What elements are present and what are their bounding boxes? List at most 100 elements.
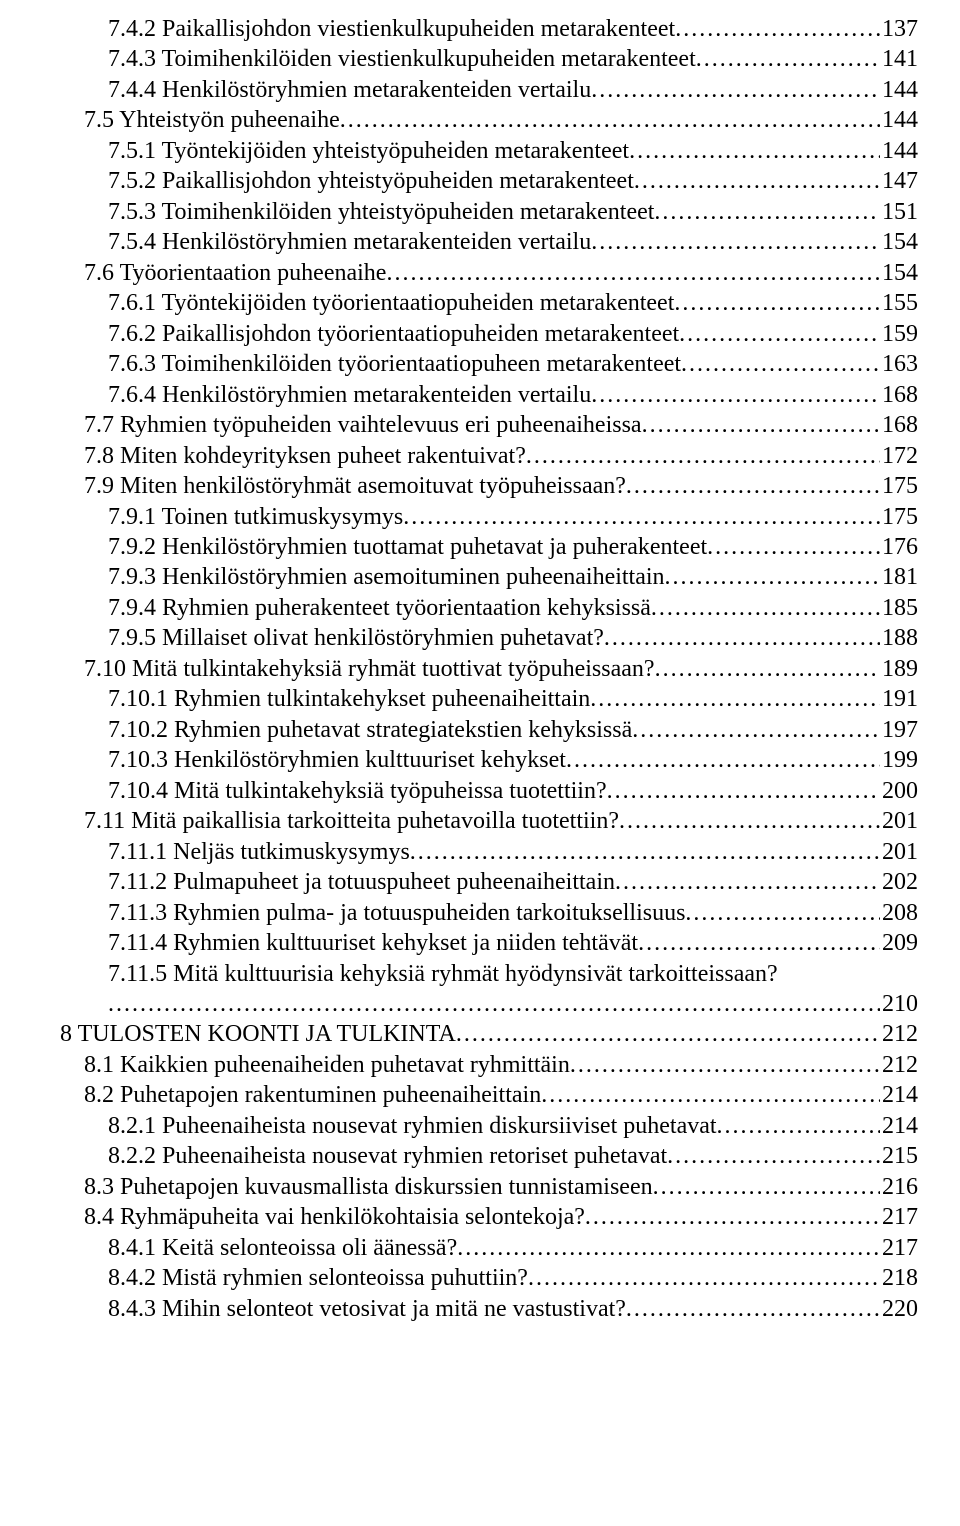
toc-title: 7.5.3 Toimihenkilöiden yhteistyöpuheiden…: [108, 197, 654, 227]
toc-page-number: 175: [880, 471, 918, 501]
toc-leader-dots: [679, 319, 880, 349]
toc-title: 7.9.2 Henkilöstöryhmien tuottamat puheta…: [108, 532, 707, 562]
toc-entry: 7.10 Mitä tulkintakehyksiä ryhmät tuotti…: [60, 654, 918, 684]
toc-page-number: 212: [880, 1050, 918, 1080]
toc-title: 7.9.4 Ryhmien puherakenteet työorientaat…: [108, 593, 651, 623]
toc-leader-dots: [457, 1233, 880, 1263]
toc-title: 7.10.4 Mitä tulkintakehyksiä työpuheissa…: [108, 776, 607, 806]
toc-title: 7.9.5 Millaiset olivat henkilöstöryhmien…: [108, 623, 604, 653]
toc-title: 8.2 Puhetapojen rakentuminen puheenaihei…: [84, 1080, 541, 1110]
toc-title: 8.4 Ryhmäpuheita vai henkilökohtaisia se…: [84, 1202, 585, 1232]
toc-page-number: 168: [880, 380, 918, 410]
toc-page-number: 141: [880, 44, 918, 74]
toc-entry: 8.3 Puhetapojen kuvausmallista diskurssi…: [60, 1172, 918, 1202]
toc-leader-dots: [604, 623, 880, 653]
toc-page-number: 189: [880, 654, 918, 684]
toc-entry: 210: [60, 989, 918, 1019]
toc-entry: 7.4.2 Paikallisjohdon viestienkulkupuhei…: [60, 14, 918, 44]
toc-page-number: 197: [880, 715, 918, 745]
toc-title: 7.11 Mitä paikallisia tarkoitteita puhet…: [84, 806, 619, 836]
toc-title: 7.6 Työorientaation puheenaihe: [84, 258, 386, 288]
toc-leader-dots: [541, 1080, 880, 1110]
toc-title: 7.10.3 Henkilöstöryhmien kulttuuriset ke…: [108, 745, 566, 775]
toc-page-number: 175: [880, 502, 918, 532]
toc-title: 7.6.2 Paikallisjohdon työorientaatiopuhe…: [108, 319, 679, 349]
toc-entry: 7.7 Ryhmien työpuheiden vaihtelevuus eri…: [60, 410, 918, 440]
toc-page-number: 155: [880, 288, 918, 318]
toc-entry: 8 TULOSTEN KOONTI JA TULKINTA 212: [60, 1019, 918, 1049]
toc-title: 8.2.2 Puheenaiheista nousevat ryhmien re…: [108, 1141, 667, 1171]
toc-leader-dots: [566, 745, 880, 775]
toc-leader-dots: [634, 166, 880, 196]
toc-title: 7.4.2 Paikallisjohdon viestienkulkupuhei…: [108, 14, 675, 44]
toc-leader-dots: [591, 380, 880, 410]
toc-leader-dots: [638, 928, 880, 958]
toc-page-number: 154: [880, 227, 918, 257]
toc-title: 7.4.4 Henkilöstöryhmien metarakenteiden …: [108, 75, 591, 105]
toc-title: 8 TULOSTEN KOONTI JA TULKINTA: [60, 1019, 456, 1049]
toc-page-number: 188: [880, 623, 918, 653]
toc-entry: 7.11.3 Ryhmien pulma- ja totuuspuheiden …: [60, 898, 918, 928]
toc-leader-dots: [340, 105, 880, 135]
toc-entry: 7.4.3 Toimihenkilöiden viestienkulkupuhe…: [60, 44, 918, 74]
toc-title: 7.9 Miten henkilöstöryhmät asemoituvat t…: [84, 471, 626, 501]
toc-page-number: 159: [880, 319, 918, 349]
toc-leader-dots: [615, 867, 880, 897]
toc-page-number: 201: [880, 837, 918, 867]
toc-leader-dots: [626, 471, 880, 501]
toc-title: 8.4.1 Keitä selonteoissa oli äänessä?: [108, 1233, 457, 1263]
toc-entry: 8.2.2 Puheenaiheista nousevat ryhmien re…: [60, 1141, 918, 1171]
toc-title: 8.4.2 Mistä ryhmien selonteoissa puhutti…: [108, 1263, 528, 1293]
toc-leader-dots: [590, 684, 880, 714]
toc-title: 7.11.5 Mitä kulttuurisia kehyksiä ryhmät…: [108, 959, 778, 989]
toc-entry: 7.10.3 Henkilöstöryhmien kulttuuriset ke…: [60, 745, 918, 775]
toc-title: 7.11.2 Pulmapuheet ja totuuspuheet puhee…: [108, 867, 615, 897]
toc-leader-dots: [654, 197, 880, 227]
toc-title: 8.2.1 Puheenaiheista nousevat ryhmien di…: [108, 1111, 717, 1141]
toc-title: 7.6.3 Toimihenkilöiden työorientaatiopuh…: [108, 349, 681, 379]
toc-entry: 7.6.1 Työntekijöiden työorientaatiopuhei…: [60, 288, 918, 318]
toc-title: 7.8 Miten kohdeyrityksen puheet rakentui…: [84, 441, 526, 471]
toc-entry: 7.9.1 Toinen tutkimuskysymys 175: [60, 502, 918, 532]
toc-entry: 7.6.3 Toimihenkilöiden työorientaatiopuh…: [60, 349, 918, 379]
toc-page-number: 144: [880, 75, 918, 105]
toc-leader-dots: [685, 898, 880, 928]
toc-entry: 8.1 Kaikkien puheenaiheiden puhetavat ry…: [60, 1050, 918, 1080]
toc-title: 7.6.1 Työntekijöiden työorientaatiopuhei…: [108, 288, 674, 318]
toc-page-number: 185: [880, 593, 918, 623]
toc-page-number: 215: [880, 1141, 918, 1171]
toc-title: 7.10 Mitä tulkintakehyksiä ryhmät tuotti…: [84, 654, 655, 684]
toc-page-number: 212: [880, 1019, 918, 1049]
toc-leader-dots: [655, 654, 880, 684]
toc-entry: 8.4.3 Mihin selonteot vetosivat ja mitä …: [60, 1294, 918, 1324]
toc-page-number: 176: [880, 532, 918, 562]
toc-entry: 7.6.4 Henkilöstöryhmien metarakenteiden …: [60, 380, 918, 410]
toc-page-number: 202: [880, 867, 918, 897]
toc-page-number: 209: [880, 928, 918, 958]
toc-page-number: 217: [880, 1233, 918, 1263]
toc-entry: 7.8 Miten kohdeyrityksen puheet rakentui…: [60, 441, 918, 471]
toc-leader-dots: [651, 593, 880, 623]
toc-page-number: 144: [880, 105, 918, 135]
toc-leader-dots: [619, 806, 880, 836]
toc-page-number: 163: [880, 349, 918, 379]
toc-leader-dots: [696, 44, 880, 74]
toc-title: 7.10.1 Ryhmien tulkintakehykset puheenai…: [108, 684, 590, 714]
toc-page-number: 208: [880, 898, 918, 928]
toc-leader-dots: [570, 1050, 880, 1080]
toc-page-number: 168: [880, 410, 918, 440]
toc-page-number: 214: [880, 1080, 918, 1110]
toc-title: 8.1 Kaikkien puheenaiheiden puhetavat ry…: [84, 1050, 570, 1080]
toc-entry: 7.5 Yhteistyön puheenaihe144: [60, 105, 918, 135]
toc-title: 7.4.3 Toimihenkilöiden viestienkulkupuhe…: [108, 44, 696, 74]
toc-entry: 7.5.2 Paikallisjohdon yhteistyöpuheiden …: [60, 166, 918, 196]
toc-entry: 7.11.4 Ryhmien kulttuuriset kehykset ja …: [60, 928, 918, 958]
toc-title: 7.9.1 Toinen tutkimuskysymys: [108, 502, 403, 532]
toc-page-number: 214: [880, 1111, 918, 1141]
toc-page-number: 137: [880, 14, 918, 44]
toc-leader-dots: [629, 136, 880, 166]
toc-leader-dots: [707, 532, 880, 562]
toc-title: 7.11.3 Ryhmien pulma- ja totuuspuheiden …: [108, 898, 685, 928]
toc-entry: 8.4.1 Keitä selonteoissa oli äänessä? 217: [60, 1233, 918, 1263]
toc-title: 7.7 Ryhmien työpuheiden vaihtelevuus eri…: [84, 410, 642, 440]
